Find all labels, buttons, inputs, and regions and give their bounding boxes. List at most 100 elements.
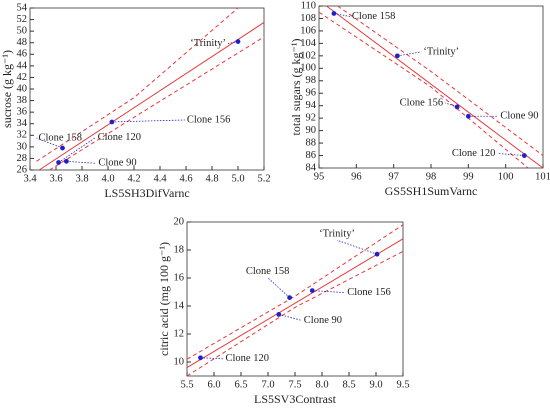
fit-line: [337, 5, 544, 156]
leader-line: [66, 160, 97, 164]
y-tick-label: 34: [17, 118, 28, 129]
x-tick-label: 3.6: [49, 173, 62, 184]
data-point: [465, 113, 471, 119]
data-point: [521, 153, 527, 158]
fit-line: [186, 224, 404, 360]
data-point: [198, 355, 203, 361]
point-label: Clone 120: [452, 148, 495, 159]
y-tick-label: 84: [306, 162, 317, 173]
x-tick-label: 9.0: [369, 379, 382, 390]
x-tick-label: 4.2: [127, 173, 140, 184]
x-axis-title: LS5SH3DifVarnc: [104, 186, 189, 200]
x-axis-title: LS5SV3Contrast: [254, 392, 337, 406]
fit-line: [38, 22, 265, 171]
y-tick-label: 100: [300, 63, 316, 74]
x-tick-label: 4.8: [205, 173, 218, 184]
leader-line: [111, 119, 185, 123]
x-tick-label: 4.0: [101, 173, 114, 184]
point-label: Clone 156: [187, 114, 230, 125]
x-tick-label: 4.6: [179, 173, 192, 184]
y-tick-label: 26: [17, 164, 28, 175]
x-tick-label: 7.0: [261, 379, 274, 390]
y-axis-title: citric acid (mg 100 g⁻¹): [157, 242, 171, 356]
y-tick-label: 108: [300, 13, 316, 24]
y-tick-label: 20: [174, 216, 185, 227]
leader-line: [278, 314, 302, 321]
y-axis-title: total sugars (g kg⁻¹): [289, 39, 303, 136]
point-label: Clone 90: [500, 111, 538, 122]
x-tick-label: 7.5: [288, 379, 301, 390]
x-tick-label: 3.4: [23, 173, 37, 184]
y-tick-label: 50: [17, 26, 28, 37]
plot-frame: [186, 221, 404, 377]
y-tick-label: 86: [306, 150, 317, 161]
data-point: [331, 11, 337, 16]
leader-line: [445, 102, 458, 108]
data-point: [374, 251, 380, 257]
data-point: [454, 104, 460, 110]
data-point: [64, 158, 69, 164]
y-tick-label: 90: [306, 125, 317, 136]
fit-line: [326, 5, 544, 169]
x-tick-label: 100: [498, 171, 514, 182]
y-tick-label: 54: [17, 2, 28, 13]
y-tick-label: 14: [174, 300, 185, 311]
data-point: [395, 53, 400, 59]
y-tick-label: 48: [17, 37, 28, 48]
plot-frame: [29, 7, 265, 171]
x-tick-label: 8.0: [315, 379, 328, 390]
y-tick-label: 16: [174, 272, 185, 283]
leader-line: [58, 137, 96, 163]
point-label: Clone 158: [246, 266, 289, 277]
y-tick-label: 28: [17, 153, 28, 164]
y-tick-label: 42: [17, 72, 28, 83]
x-tick-label: 5.2: [257, 173, 270, 184]
point-label: Clone 90: [304, 315, 342, 326]
leader-line: [312, 290, 346, 293]
x-tick-label: 97: [388, 171, 399, 182]
data-point: [56, 160, 61, 165]
y-tick-label: 44: [17, 60, 28, 71]
y-tick-label: 52: [17, 14, 28, 25]
y-tick-label: 12: [174, 328, 185, 339]
leader-line: [267, 277, 290, 298]
y-tick-label: 110: [301, 0, 316, 11]
x-tick-label: 101: [535, 171, 550, 182]
fit-line: [36, 7, 239, 162]
x-tick-label: 98: [426, 171, 437, 182]
x-tick-label: 6.5: [234, 379, 247, 390]
point-label: Clone 158: [39, 132, 82, 143]
data-point: [60, 145, 65, 151]
y-tick-label: 40: [17, 83, 28, 94]
x-tick-label: 9.5: [396, 379, 409, 390]
data-point: [276, 312, 282, 317]
leader-line: [397, 51, 422, 57]
point-label: Clone 156: [347, 287, 390, 298]
x-tick-label: 8.5: [342, 379, 355, 390]
y-tick-label: 96: [306, 88, 317, 99]
y-tick-label: 104: [300, 38, 317, 49]
y-tick-label: 106: [300, 25, 316, 36]
y-tick-label: 102: [300, 50, 316, 61]
y-tick-label: 32: [17, 130, 28, 141]
y-tick-label: 92: [306, 113, 317, 124]
point-label: Clone 90: [98, 158, 136, 169]
point-label: Clone 120: [226, 353, 269, 364]
y-axis-title: sucrose (g kg⁻¹): [0, 50, 14, 128]
y-tick-label: 38: [17, 95, 28, 106]
x-axis-title: GS5SH1SumVarnc: [385, 184, 478, 198]
y-tick-label: 18: [174, 244, 185, 255]
x-tick-label: 5.0: [231, 173, 244, 184]
point-label: Clone 156: [400, 97, 443, 108]
x-tick-label: 96: [351, 171, 362, 182]
y-tick-label: 98: [306, 75, 317, 86]
point-label: Clone 120: [98, 132, 141, 143]
fit-line: [49, 36, 265, 171]
x-tick-label: 5.5: [180, 379, 193, 390]
leader-line: [200, 357, 224, 360]
y-tick-label: 36: [17, 107, 28, 118]
y-tick-label: 94: [306, 100, 317, 111]
point-label: ‘Trinity’: [190, 38, 226, 49]
fit-line: [318, 11, 529, 169]
